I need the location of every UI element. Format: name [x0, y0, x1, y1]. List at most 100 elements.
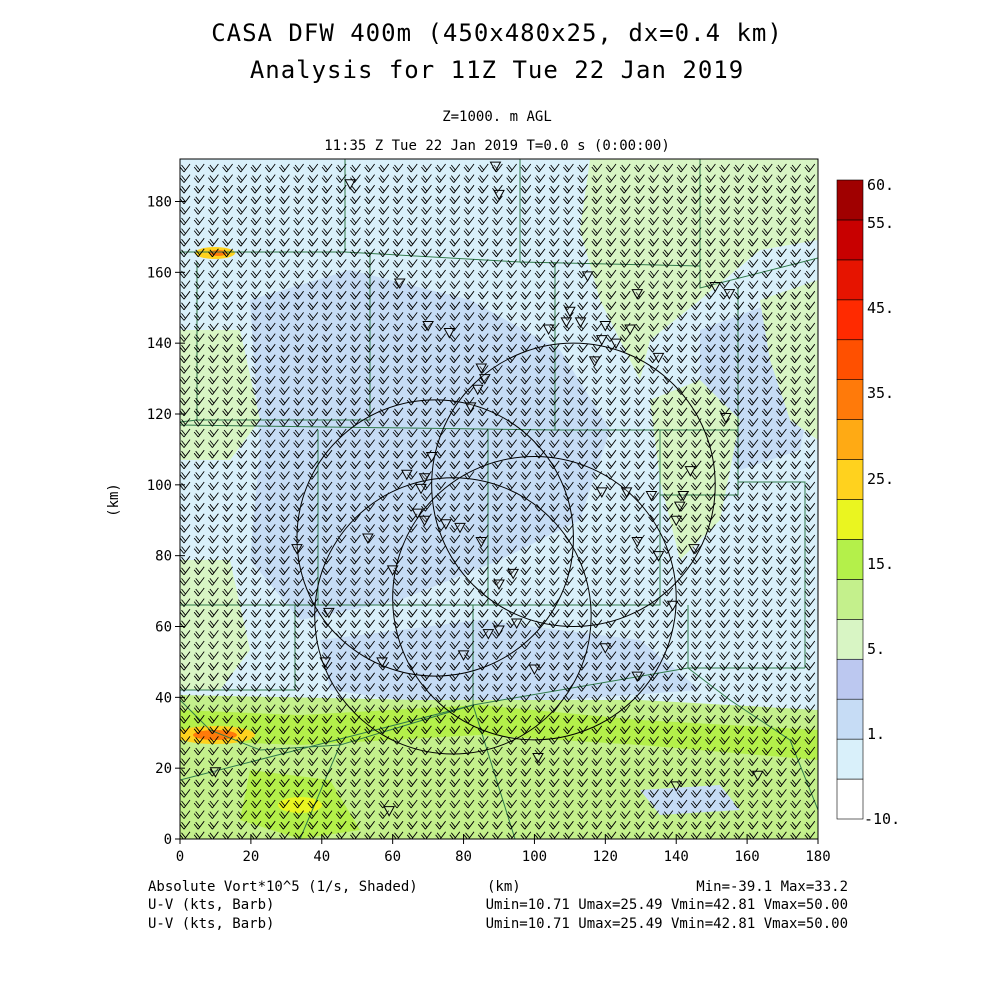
wind-barb: [520, 343, 532, 353]
wind-barb: [392, 301, 404, 311]
wind-barb: [463, 322, 475, 332]
wind-barb: [619, 767, 631, 777]
wind-barb: [463, 216, 475, 226]
wind-barb: [676, 206, 688, 215]
wind-barb: [364, 555, 375, 565]
wind-barb: [335, 672, 347, 682]
wind-barb: [804, 365, 816, 374]
wind-barb: [534, 269, 546, 279]
wind-barb: [790, 683, 801, 692]
wind-barb: [222, 492, 233, 501]
wind-barb: [392, 746, 404, 756]
wind-barb: [421, 290, 432, 300]
wind-barb: [776, 524, 787, 533]
wind-barb: [293, 651, 304, 660]
wind-barb: [563, 714, 574, 724]
wind-barb: [676, 789, 688, 798]
wind-barb: [208, 820, 219, 830]
wind-barb: [193, 778, 205, 788]
wind-barb: [506, 396, 517, 406]
wind-barb: [208, 322, 219, 332]
wind-barb: [719, 746, 730, 756]
wind-barb: [648, 693, 659, 703]
wind-barb: [761, 492, 773, 501]
wind-barb: [605, 513, 617, 523]
wind-barb: [250, 640, 262, 650]
wind-barb: [605, 619, 617, 629]
colorbar-swatch: [836, 219, 864, 261]
wind-barb: [463, 693, 475, 703]
wind-barb: [804, 237, 816, 247]
wind-barb: [350, 343, 361, 353]
wind-barb: [719, 439, 730, 448]
wind-barb: [463, 195, 475, 205]
wind-barb: [804, 810, 816, 819]
wind-barb: [279, 365, 290, 374]
wind-barb: [634, 820, 645, 830]
wind-barb: [335, 227, 347, 236]
wind-barb: [577, 481, 588, 491]
wind-barb: [364, 693, 375, 703]
wind-barb: [733, 820, 745, 830]
wind-barb: [790, 227, 801, 236]
wind-barb: [222, 513, 233, 523]
wind-barb: [690, 365, 702, 374]
wind-barb: [634, 640, 645, 650]
wind-barb: [208, 428, 219, 438]
wind-barb: [690, 396, 702, 406]
wind-barb: [676, 640, 688, 650]
wind-barb: [776, 630, 787, 639]
wind-barb: [364, 810, 375, 819]
wind-barb: [435, 577, 446, 586]
wind-barb: [676, 195, 688, 205]
station-marker: [751, 770, 764, 782]
wind-barb: [208, 534, 219, 544]
wind-barb: [421, 767, 432, 777]
wind-barb: [250, 365, 262, 374]
wind-barb: [705, 248, 716, 258]
wind-barb: [335, 237, 347, 247]
wind-barb: [506, 767, 517, 777]
wind-barb: [180, 216, 191, 226]
station-marker: [709, 282, 722, 293]
wind-barb: [250, 386, 262, 395]
wind-barb: [378, 778, 390, 788]
wind-barb: [250, 312, 262, 321]
wind-barb: [236, 237, 248, 247]
wind-barb: [321, 789, 333, 798]
wind-barb: [477, 799, 489, 809]
wind-barb: [378, 428, 390, 438]
wind-barb: [605, 301, 617, 311]
wind-barb: [492, 577, 503, 586]
wind-barb: [492, 216, 503, 226]
wind-barb: [378, 312, 390, 321]
wind-barb: [790, 184, 801, 194]
wind-barb: [690, 555, 702, 565]
wind-barb: [236, 545, 248, 554]
wind-barb: [548, 174, 560, 183]
wind-barb: [790, 365, 801, 374]
station-marker: [418, 515, 431, 527]
wind-barb: [378, 375, 390, 385]
wind-barb: [705, 736, 716, 745]
wind-barb: [378, 449, 390, 459]
wind-barb: [690, 598, 702, 607]
wind-barb: [463, 481, 475, 491]
wind-barb: [790, 587, 801, 597]
wind-barb: [463, 577, 475, 586]
wind-barb: [634, 386, 645, 395]
wind-barb: [335, 820, 347, 830]
wind-barb: [520, 683, 532, 692]
wind-barb: [435, 799, 446, 809]
wind-barb: [406, 227, 418, 236]
wind-barb: [364, 301, 375, 311]
wind-barb: [804, 577, 816, 586]
wind-barb: [250, 630, 262, 639]
wind-barb: [236, 301, 248, 311]
wind-barb: [180, 651, 191, 660]
wind-barb: [776, 598, 787, 607]
wind-barb: [506, 661, 517, 671]
wind-barb: [279, 502, 290, 512]
wind-barb: [804, 206, 816, 215]
wind-barb: [406, 195, 418, 205]
